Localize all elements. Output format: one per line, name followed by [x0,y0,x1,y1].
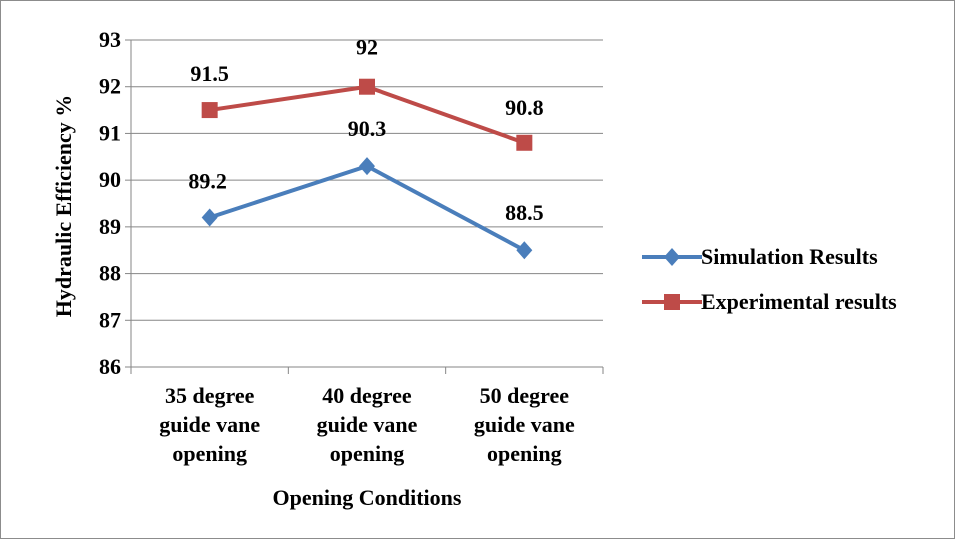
data-label: 92 [356,35,378,60]
data-point [201,208,218,227]
legend-marker [664,294,680,310]
data-labels: 89.2 90.3 88.5 91.5 92 90.8 [188,35,544,225]
legend-label: Simulation Results [701,244,878,269]
legend-label: Experimental results [701,289,897,314]
x-tick-label: 35 degree guide vane opening [159,383,260,466]
data-point [516,241,533,260]
x-tick-labels: 35 degree guide vane opening 40 degree guide… [159,383,575,466]
data-label: 89.2 [188,169,227,194]
data-label: 88.5 [505,200,544,225]
data-label: 90.8 [505,95,544,120]
data-label: 90.3 [348,116,387,141]
x-tick-label: 50 degree guide vane opening [474,383,575,466]
y-tick-label: 93 [99,27,121,52]
y-tick-label: 92 [99,74,121,99]
axes [125,39,604,374]
y-tick-label: 91 [99,120,121,145]
data-point [516,134,533,151]
series-line [209,164,526,252]
series [201,78,533,260]
legend-entry: Experimental results [642,289,897,314]
legend-marker [664,248,680,266]
x-axis-title: Opening Conditions [273,485,462,510]
data-point [201,102,218,119]
data-point [359,157,375,176]
y-tick-label: 88 [99,261,121,286]
legend: Simulation Results Experimental results [642,244,897,314]
data-point [359,78,375,95]
y-tick-label: 86 [99,354,121,379]
y-tick-label: 90 [99,167,121,192]
y-tick-labels: 86 87 88 89 90 91 92 93 [99,27,121,379]
y-tick-label: 87 [99,307,121,332]
legend-entry: Simulation Results [642,244,878,269]
x-tick-label: 40 degree guide vane opening [317,383,418,466]
y-tick-label: 89 [99,214,121,239]
data-label: 91.5 [190,61,229,86]
y-axis-title: Hydraulic Efficiency % [51,95,76,317]
